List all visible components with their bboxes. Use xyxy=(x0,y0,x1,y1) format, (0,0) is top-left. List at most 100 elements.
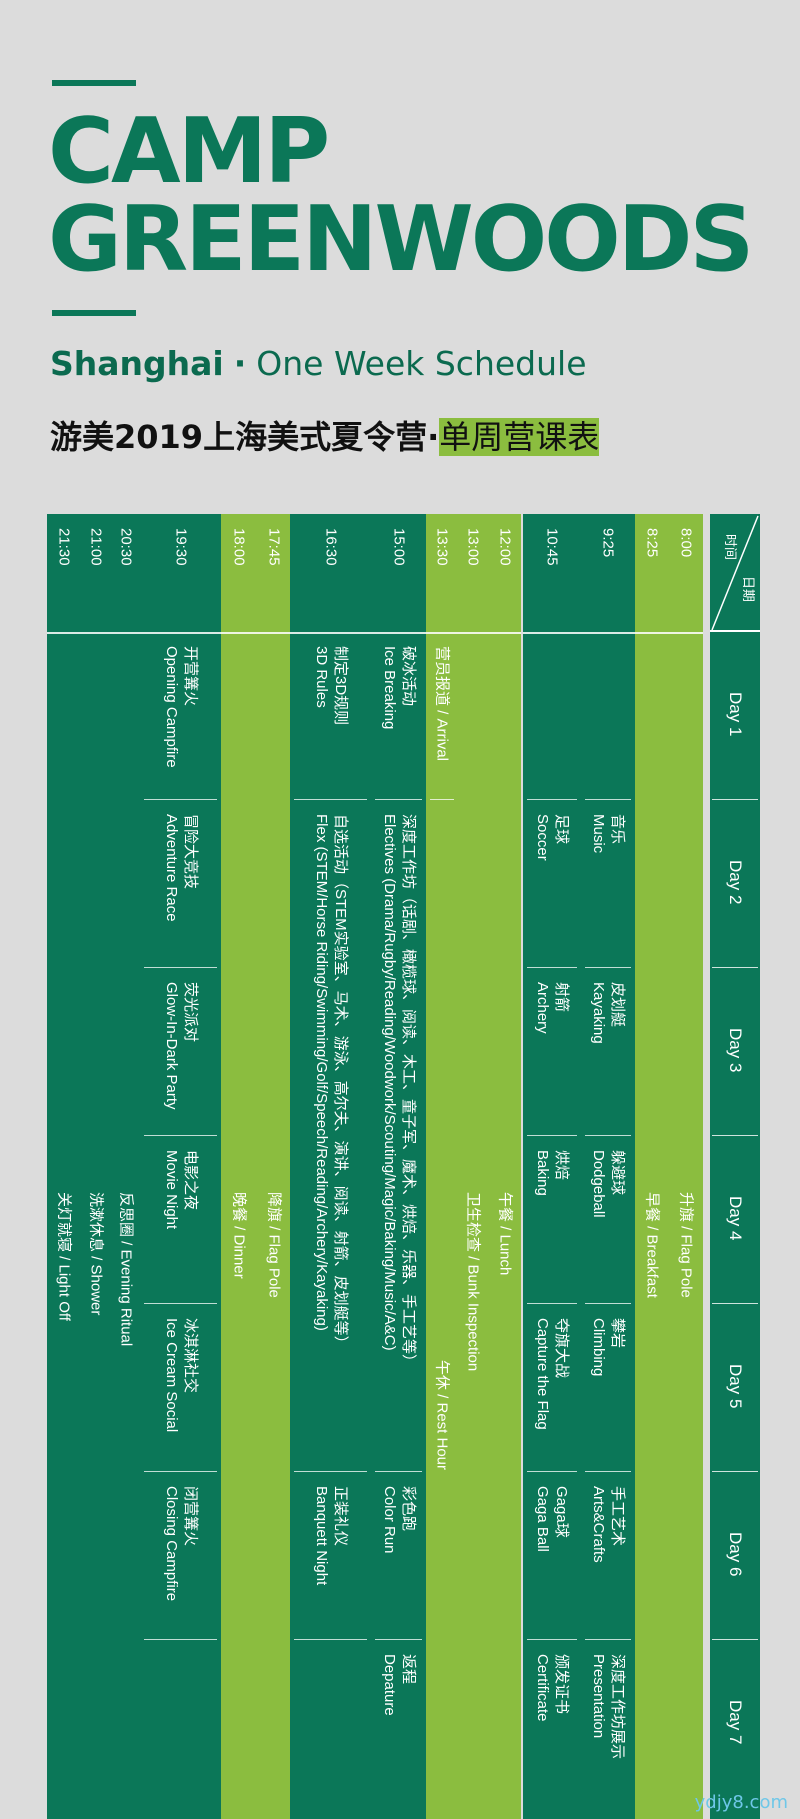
cell-text-en: Dodgeball xyxy=(590,1150,607,1218)
cell-text-en: Depature xyxy=(380,1654,398,1716)
schedule-cell: 夺旗大战 Capture the Flag xyxy=(523,1304,581,1472)
time-column-1330: 13:30 营员报道 / Arrival 午休 / Rest Hour xyxy=(426,514,458,1819)
cell-text-cn: 返程 xyxy=(399,1654,417,1685)
cell-text-cn: 深度工作坊展示 xyxy=(609,1654,626,1760)
schedule-cell: 洗漱休息 / Shower xyxy=(81,632,111,1808)
day-header-column: 时间 日期 Day 1 Day 2 Day 3 Day 4 Day 5 Day 6 Day … xyxy=(710,514,760,1819)
cell-text-en: Baking xyxy=(534,1150,551,1196)
schedule-cell: 关灯就寝 / Light Off xyxy=(47,632,81,1808)
schedule-cell: 射箭 Archery xyxy=(523,968,581,1136)
cell-text-en: Movie Night xyxy=(162,1150,180,1230)
schedule-cell: 营员报道 / Arrival xyxy=(426,632,458,800)
cell-text-cn: 音乐 xyxy=(609,814,626,845)
day-header-3: Day 3 xyxy=(710,968,760,1136)
cell-text-en: Flex (STEM/Horse Riding/Swimming/Golf/Sp… xyxy=(312,814,330,1331)
schedule-cell xyxy=(523,632,581,800)
cell-text-cn: 足球 xyxy=(553,814,570,845)
day-header-2: Day 2 xyxy=(710,800,760,968)
schedule-cell: 电影之夜 Movie Night xyxy=(140,1136,221,1304)
cell-text-en: Electives (Drama/Rugby/Reading/Woodwork/… xyxy=(380,814,398,1351)
time-label: 15:00 xyxy=(390,528,407,566)
title-rule-bottom xyxy=(52,310,136,316)
chinese-title-dot: · xyxy=(427,418,440,456)
day-header-7: Day 7 xyxy=(710,1640,760,1808)
cell-text-cn: 制定3D规则 xyxy=(331,646,349,726)
time-label: 17:45 xyxy=(265,528,282,566)
schedule-cell: 皮划艇 Kayaking xyxy=(581,968,635,1136)
corner-time-label: 时间 xyxy=(722,534,737,560)
time-label: 20:30 xyxy=(117,528,134,566)
cell-text-cn: 冒险大竞技 xyxy=(181,814,199,890)
time-column-800: 8:00 升旗 / Flag Pole xyxy=(669,514,703,1819)
cell-text-en: Opening Campfire xyxy=(162,646,180,768)
schedule-cell: 冒险大竞技 Adventure Race xyxy=(140,800,221,968)
time-label: 8:00 xyxy=(677,528,695,558)
schedule-cell: 降旗 / Flag Pole xyxy=(257,632,290,1808)
cell-text-cn: 皮划艇 xyxy=(609,982,626,1028)
schedule-cell: 反思圈 / Evening Ritual xyxy=(111,632,140,1808)
cell-text-cn: 烘焙 xyxy=(553,1150,570,1181)
schedule-cell: 破冰活动 Ice Breaking xyxy=(371,632,426,800)
day-header-6: Day 6 xyxy=(710,1472,760,1640)
cell-text-en: Ice Breaking xyxy=(380,646,398,730)
cell-text-en: Kayaking xyxy=(590,982,607,1044)
cell-text-en: 3D Rules xyxy=(312,646,330,708)
cell-text-cn: 午休 / Rest Hour xyxy=(433,1360,451,1471)
cell-text-cn: 自选活动（STEM实验室、马术、游泳、高尔夫、演讲、阅读、射箭、皮划艇等） xyxy=(331,814,349,1351)
chinese-title-sub: 单周营课表 xyxy=(439,418,600,456)
time-column-1930: 19:30 开营篝火 Opening Campfire 冒险大竞技 Adventure … xyxy=(140,514,221,1819)
schedule-cell: 深度工作坊展示 Presentation xyxy=(581,1640,635,1808)
cell-text-cn: 攀岩 xyxy=(609,1318,626,1349)
cell-text-en: Ice Cream Social xyxy=(162,1318,180,1433)
chinese-title: 游美2019上海美式夏令营·单周营课表 xyxy=(50,412,600,458)
separator-dot: · xyxy=(233,344,247,383)
cell-text-cn: 冰淇淋社交 xyxy=(181,1318,199,1394)
cell-text-en: Capture the Flag xyxy=(534,1318,551,1430)
cell-text-en: Arts&Crafts xyxy=(590,1486,607,1563)
time-column-925: 9:25 音乐 Music 皮划艇 Kayaking 躲避球 Dodgeball 攀岩 Clim… xyxy=(581,514,635,1819)
schedule-cell: 开营篝火 Opening Campfire xyxy=(140,632,221,800)
day-header-5: Day 5 xyxy=(710,1304,760,1472)
schedule-cell: 手工艺术 Arts&Crafts xyxy=(581,1472,635,1640)
day-label: Day 7 xyxy=(726,1700,745,1745)
schedule-cell: 烘焙 Baking xyxy=(523,1136,581,1304)
time-column-1630: 16:30 制定3D规则 3D Rules 自选活动（STEM实验室、马术、游泳、高尔… xyxy=(290,514,371,1819)
schedule-cell: 升旗 / Flag Pole xyxy=(669,632,703,1808)
city-label: Shanghai xyxy=(50,344,224,383)
schedule-cell: 晚餐 / Dinner xyxy=(221,632,257,1808)
schedule-cell xyxy=(140,1640,221,1808)
cell-text-cn: 躲避球 xyxy=(609,1150,626,1196)
cell-text-en: Music xyxy=(590,814,607,854)
schedule-cell xyxy=(581,632,635,800)
day-header-4: Day 4 xyxy=(710,1136,760,1304)
cell-text-cn: 早餐 / Breakfast xyxy=(643,1192,661,1298)
schedule-cell: 午餐 / Lunch xyxy=(488,632,521,1808)
title-rule-top xyxy=(52,80,136,86)
cell-text-cn: 电影之夜 xyxy=(181,1150,199,1211)
schedule-cell: 攀岩 Climbing xyxy=(581,1304,635,1472)
day-header-1: Day 1 xyxy=(710,632,760,800)
cell-text-cn: 开营篝火 xyxy=(181,646,199,707)
time-label: 12:00 xyxy=(496,528,513,566)
cell-text-cn: 荧光派对 xyxy=(181,982,199,1043)
schedule-cell: 自选活动（STEM实验室、马术、游泳、高尔夫、演讲、阅读、射箭、皮划艇等） Fle… xyxy=(290,800,371,1472)
cell-text-cn: 闭营篝火 xyxy=(181,1486,199,1547)
schedule-cell: 冰淇淋社交 Ice Cream Social xyxy=(140,1304,221,1472)
cell-text-cn: 升旗 / Flag Pole xyxy=(677,1192,695,1298)
cell-text-en: Climbing xyxy=(590,1318,607,1377)
cell-text-cn: 营员报道 / Arrival xyxy=(433,646,451,762)
schedule-cell: 荧光派对 Glow-In-Dark Party xyxy=(140,968,221,1136)
cell-text-cn: 颁发证书 xyxy=(553,1654,570,1715)
page-title: CAMP GREENWOODS xyxy=(48,99,754,292)
cell-text-cn: 射箭 xyxy=(553,982,570,1013)
time-label: 13:00 xyxy=(464,528,482,566)
time-column-2130: 21:30 关灯就寝 / Light Off xyxy=(47,514,81,1819)
cell-text-cn: 关灯就寝 / Light Off xyxy=(55,1192,73,1321)
schedule-cell: 卫生检查 / Bunk Inspection xyxy=(458,632,488,1808)
cell-text-cn: 洗漱休息 / Shower xyxy=(87,1192,105,1316)
time-label: 9:25 xyxy=(599,528,617,558)
time-column-1745: 17:45 降旗 / Flag Pole xyxy=(257,514,290,1819)
time-column-1200: 12:00 午餐 / Lunch xyxy=(488,514,521,1819)
cell-text-en: Gaga Ball xyxy=(534,1486,551,1552)
time-label: 21:30 xyxy=(55,528,73,566)
